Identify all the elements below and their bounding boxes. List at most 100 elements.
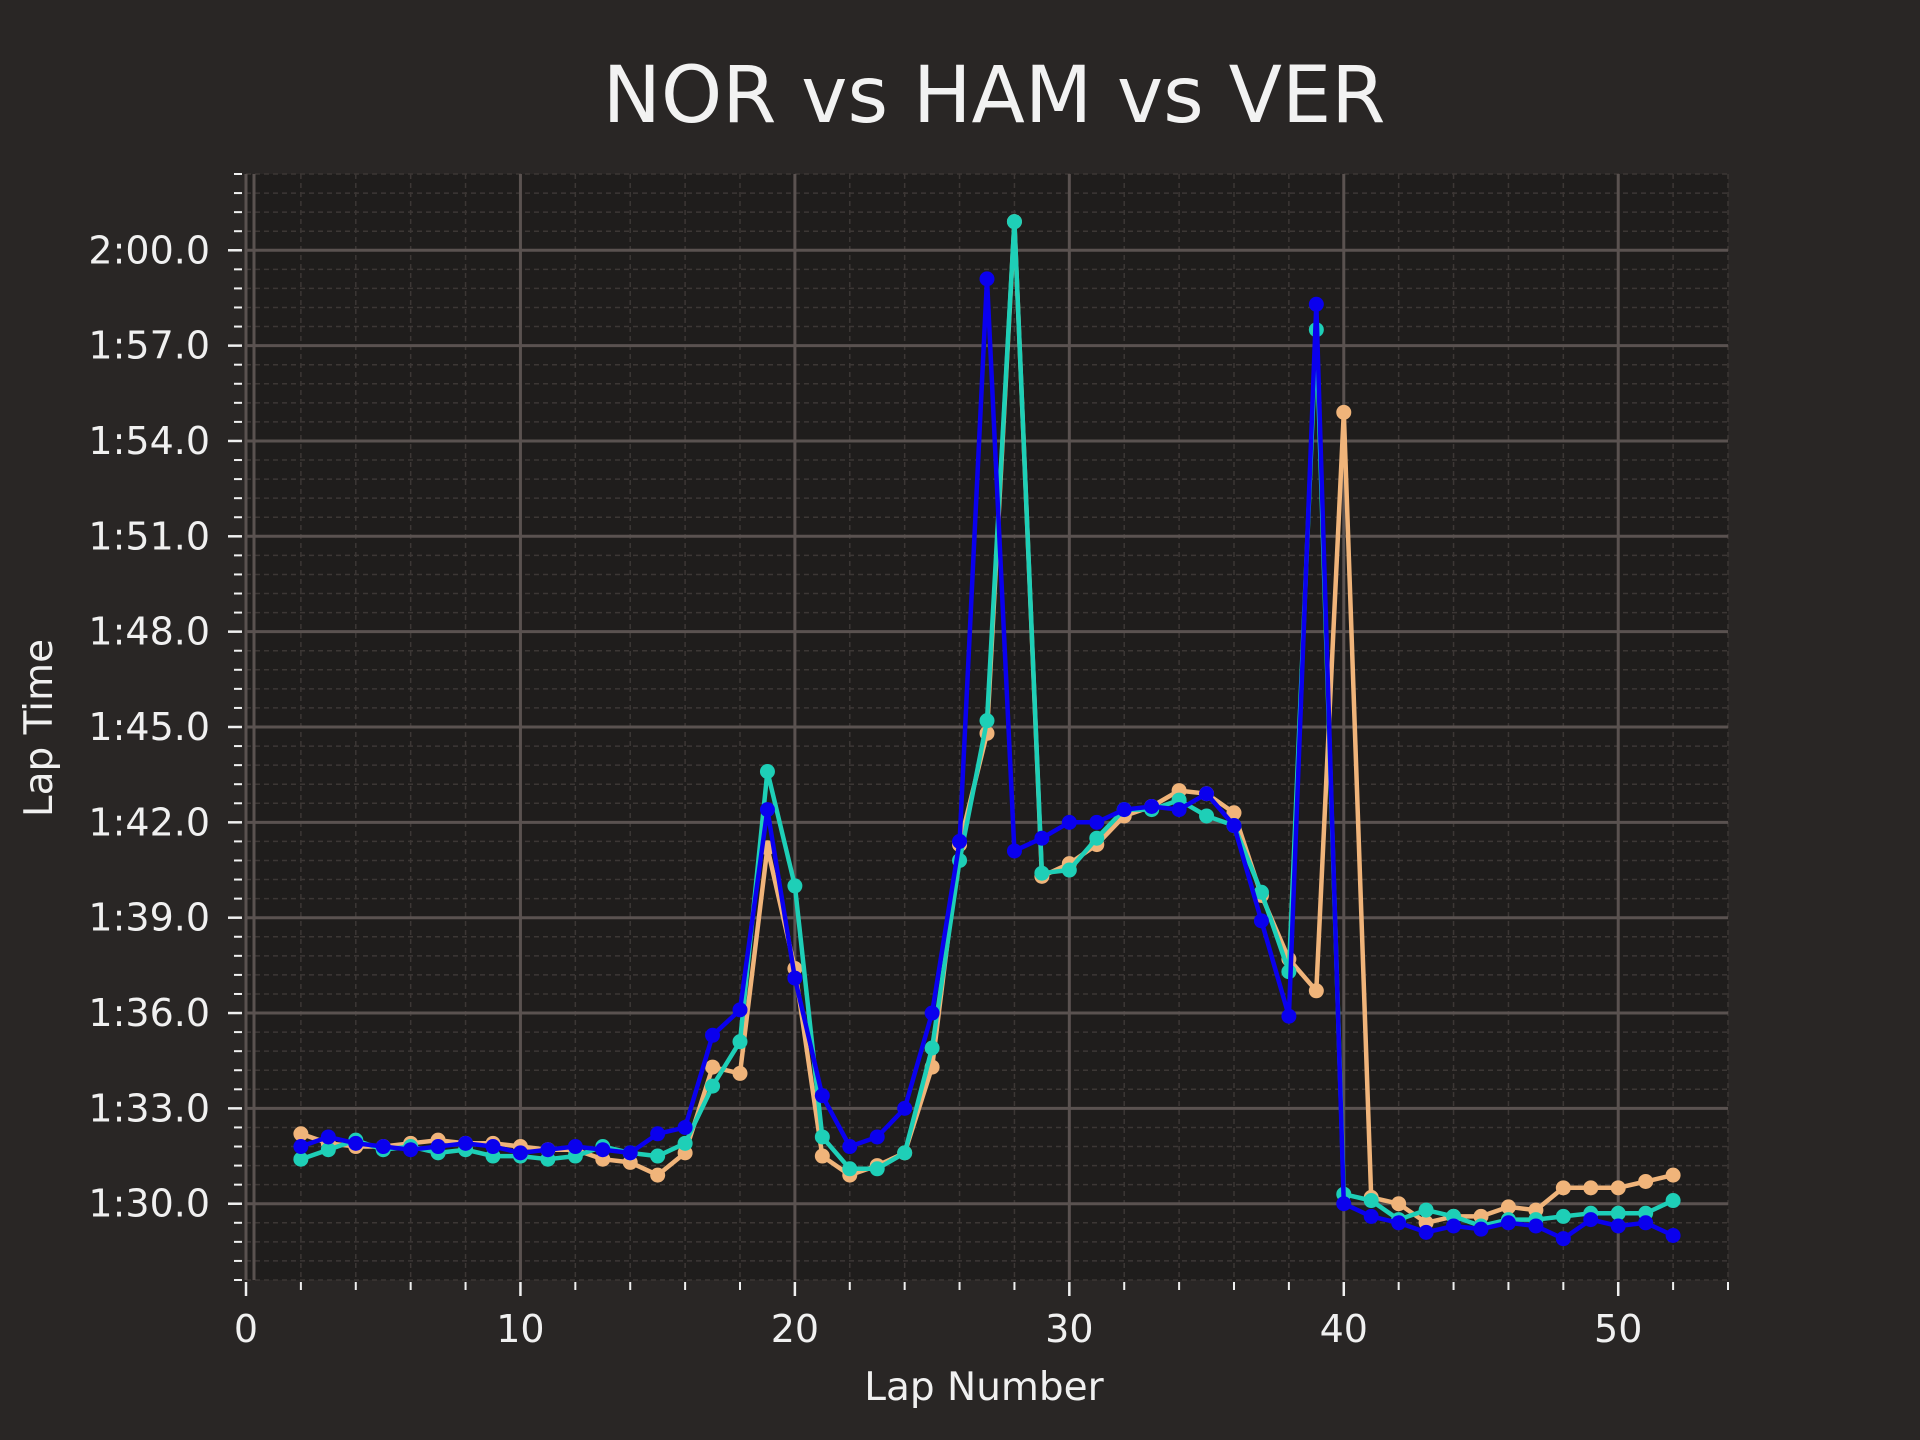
data-point [705, 1078, 721, 1094]
data-point [924, 1005, 940, 1021]
data-point [705, 1059, 721, 1075]
data-point [1199, 808, 1215, 824]
series-layer [293, 214, 1681, 1247]
data-point [1006, 214, 1022, 230]
data-point [1336, 404, 1352, 420]
data-point [814, 1148, 830, 1164]
data-point [1555, 1208, 1571, 1224]
data-point [1555, 1180, 1571, 1196]
data-point [677, 1119, 693, 1135]
data-point [897, 1100, 913, 1116]
data-point [1583, 1212, 1599, 1228]
data-point [1336, 1196, 1352, 1212]
data-point [869, 1161, 885, 1177]
data-point [1116, 802, 1132, 818]
data-point [1610, 1218, 1626, 1234]
data-point [842, 1139, 858, 1155]
data-point [1391, 1196, 1407, 1212]
data-point [1006, 843, 1022, 859]
data-point [1061, 814, 1077, 830]
data-point [1144, 798, 1160, 814]
x-axis-label: Lap Number [864, 1365, 1104, 1410]
data-point [320, 1142, 336, 1158]
data-point [1638, 1215, 1654, 1231]
data-point [1418, 1224, 1434, 1240]
y-tick-label: 1:36.0 [88, 991, 210, 1035]
data-point [1473, 1221, 1489, 1237]
data-point [595, 1142, 611, 1158]
data-point [759, 802, 775, 818]
data-point [430, 1139, 446, 1155]
data-point [1665, 1167, 1681, 1183]
y-tick-label: 1:45.0 [88, 705, 210, 749]
y-axis-label: Lap Time [17, 639, 62, 817]
data-point [1610, 1205, 1626, 1221]
y-tick-label: 1:57.0 [88, 324, 210, 368]
data-point [869, 1129, 885, 1145]
data-point [924, 1040, 940, 1056]
data-point [1226, 818, 1242, 834]
data-point [1253, 884, 1269, 900]
data-point [1171, 802, 1187, 818]
y-tick-label: 1:54.0 [88, 419, 210, 463]
data-point [1253, 913, 1269, 929]
y-tick-label: 1:51.0 [88, 514, 210, 558]
y-tick-label: 1:30.0 [88, 1182, 210, 1226]
data-point [842, 1161, 858, 1177]
data-point [1363, 1208, 1379, 1224]
y-tick-label: 1:48.0 [88, 610, 210, 654]
data-point [1281, 1008, 1297, 1024]
x-tick-label: 30 [1045, 1307, 1093, 1351]
data-point [293, 1151, 309, 1167]
data-point [1363, 1193, 1379, 1209]
data-point [732, 1034, 748, 1050]
data-point [320, 1129, 336, 1145]
data-point [759, 763, 775, 779]
data-point [1555, 1231, 1571, 1247]
x-tick-label: 20 [771, 1307, 819, 1351]
data-point [567, 1139, 583, 1155]
y-tick-label: 1:39.0 [88, 896, 210, 940]
data-point [1500, 1199, 1516, 1215]
data-point [1308, 983, 1324, 999]
data-point [814, 1088, 830, 1104]
y-tick-label: 1:33.0 [88, 1086, 210, 1130]
x-tick-label: 50 [1594, 1307, 1642, 1351]
data-point [458, 1135, 474, 1151]
y-tick-label: 2:00.0 [88, 228, 210, 272]
data-point [1391, 1215, 1407, 1231]
data-point [952, 833, 968, 849]
x-tick-label: 40 [1320, 1307, 1368, 1351]
data-point [650, 1148, 666, 1164]
data-point [293, 1126, 309, 1142]
data-point [1061, 862, 1077, 878]
data-point [979, 713, 995, 729]
data-point [1446, 1218, 1462, 1234]
data-point [1665, 1193, 1681, 1209]
data-point [1089, 814, 1105, 830]
data-point [1199, 786, 1215, 802]
data-point [1500, 1215, 1516, 1231]
data-point [650, 1126, 666, 1142]
x-tick-label: 10 [496, 1307, 544, 1351]
data-point [979, 271, 995, 287]
data-point [293, 1139, 309, 1155]
data-point [1665, 1228, 1681, 1244]
data-point [348, 1135, 364, 1151]
data-point [512, 1145, 528, 1161]
data-point [1528, 1218, 1544, 1234]
data-point [1089, 830, 1105, 846]
data-point [732, 1065, 748, 1081]
data-point [1308, 296, 1324, 312]
data-point [705, 1027, 721, 1043]
chart-title: NOR vs HAM vs VER [603, 51, 1386, 141]
data-point [650, 1167, 666, 1183]
y-tick-label: 1:42.0 [88, 800, 210, 844]
series-3 [293, 271, 1681, 1247]
data-point [1226, 805, 1242, 821]
data-point [814, 1129, 830, 1145]
data-point [1583, 1180, 1599, 1196]
data-point [677, 1135, 693, 1151]
x-tick-label: 0 [234, 1307, 258, 1351]
